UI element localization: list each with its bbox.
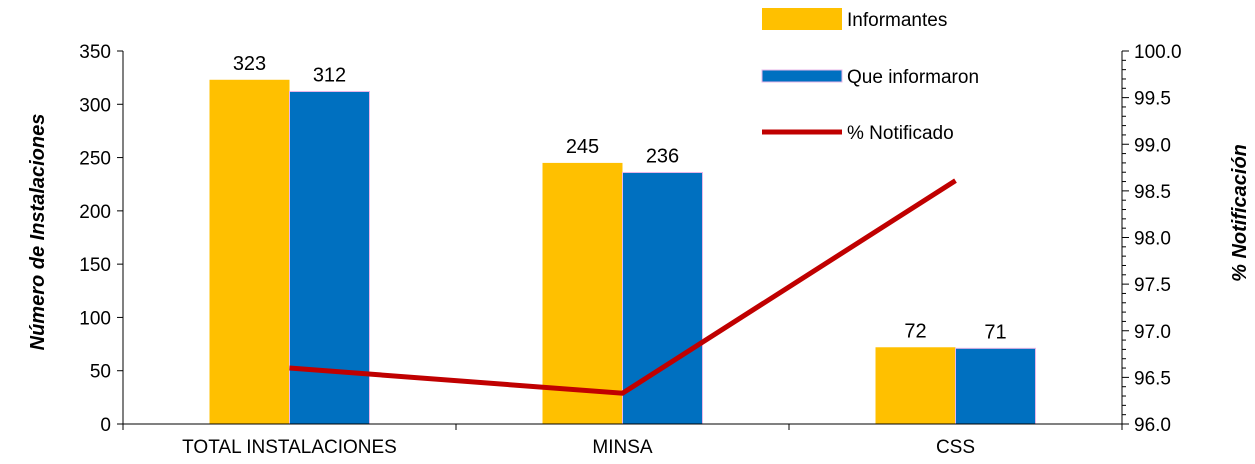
y2-tick-label: 99.0 (1134, 135, 1171, 156)
x-tick-label: TOTAL INSTALACIONES (182, 437, 397, 458)
data-label: 323 (233, 53, 266, 75)
data-label: 71 (984, 321, 1006, 343)
legend-label: Informantes (847, 10, 947, 31)
x-tick-label: CSS (936, 437, 975, 458)
y2-tick-label: 96.5 (1134, 368, 1171, 389)
data-label: 312 (313, 64, 346, 86)
data-label: 236 (646, 145, 679, 167)
y2-tick-label: 98.5 (1134, 182, 1171, 203)
bar-informantes (876, 347, 956, 424)
y-tick-label: 150 (79, 255, 111, 276)
y-tick-label: 350 (79, 42, 111, 63)
data-label: 72 (904, 320, 926, 342)
legend-label: Que informaron (847, 67, 979, 88)
y-tick-label: 200 (79, 202, 111, 223)
y-tick-label: 100 (79, 308, 111, 329)
y2-tick-label: 100.0 (1134, 42, 1182, 63)
x-tick-label: MINSA (592, 437, 653, 458)
data-label: 245 (566, 136, 599, 158)
y2-tick-label: 98.0 (1134, 229, 1171, 250)
y2-tick-label: 97.0 (1134, 322, 1171, 343)
bar-informantes (210, 80, 290, 424)
y-tick-label: 300 (79, 95, 111, 116)
y2-tick-label: 96.0 (1134, 415, 1171, 436)
bar-informantes (543, 163, 623, 424)
bar-que-informaron (956, 348, 1036, 424)
legend: Informantes Que informaron % Notificado (762, 8, 979, 144)
y2-tick-label: 97.5 (1134, 275, 1171, 296)
y2-axis-title: % Notificación (1229, 144, 1251, 282)
y-tick-label: 250 (79, 149, 111, 170)
y-tick-label: 0 (100, 415, 111, 436)
legend-swatch (762, 70, 842, 82)
y2-tick-label: 99.5 (1134, 89, 1171, 110)
legend-label: % Notificado (847, 123, 954, 144)
y-axis-title: Número de Instalaciones (27, 114, 49, 351)
legend-swatch (762, 8, 842, 30)
y-tick-label: 50 (90, 362, 111, 383)
